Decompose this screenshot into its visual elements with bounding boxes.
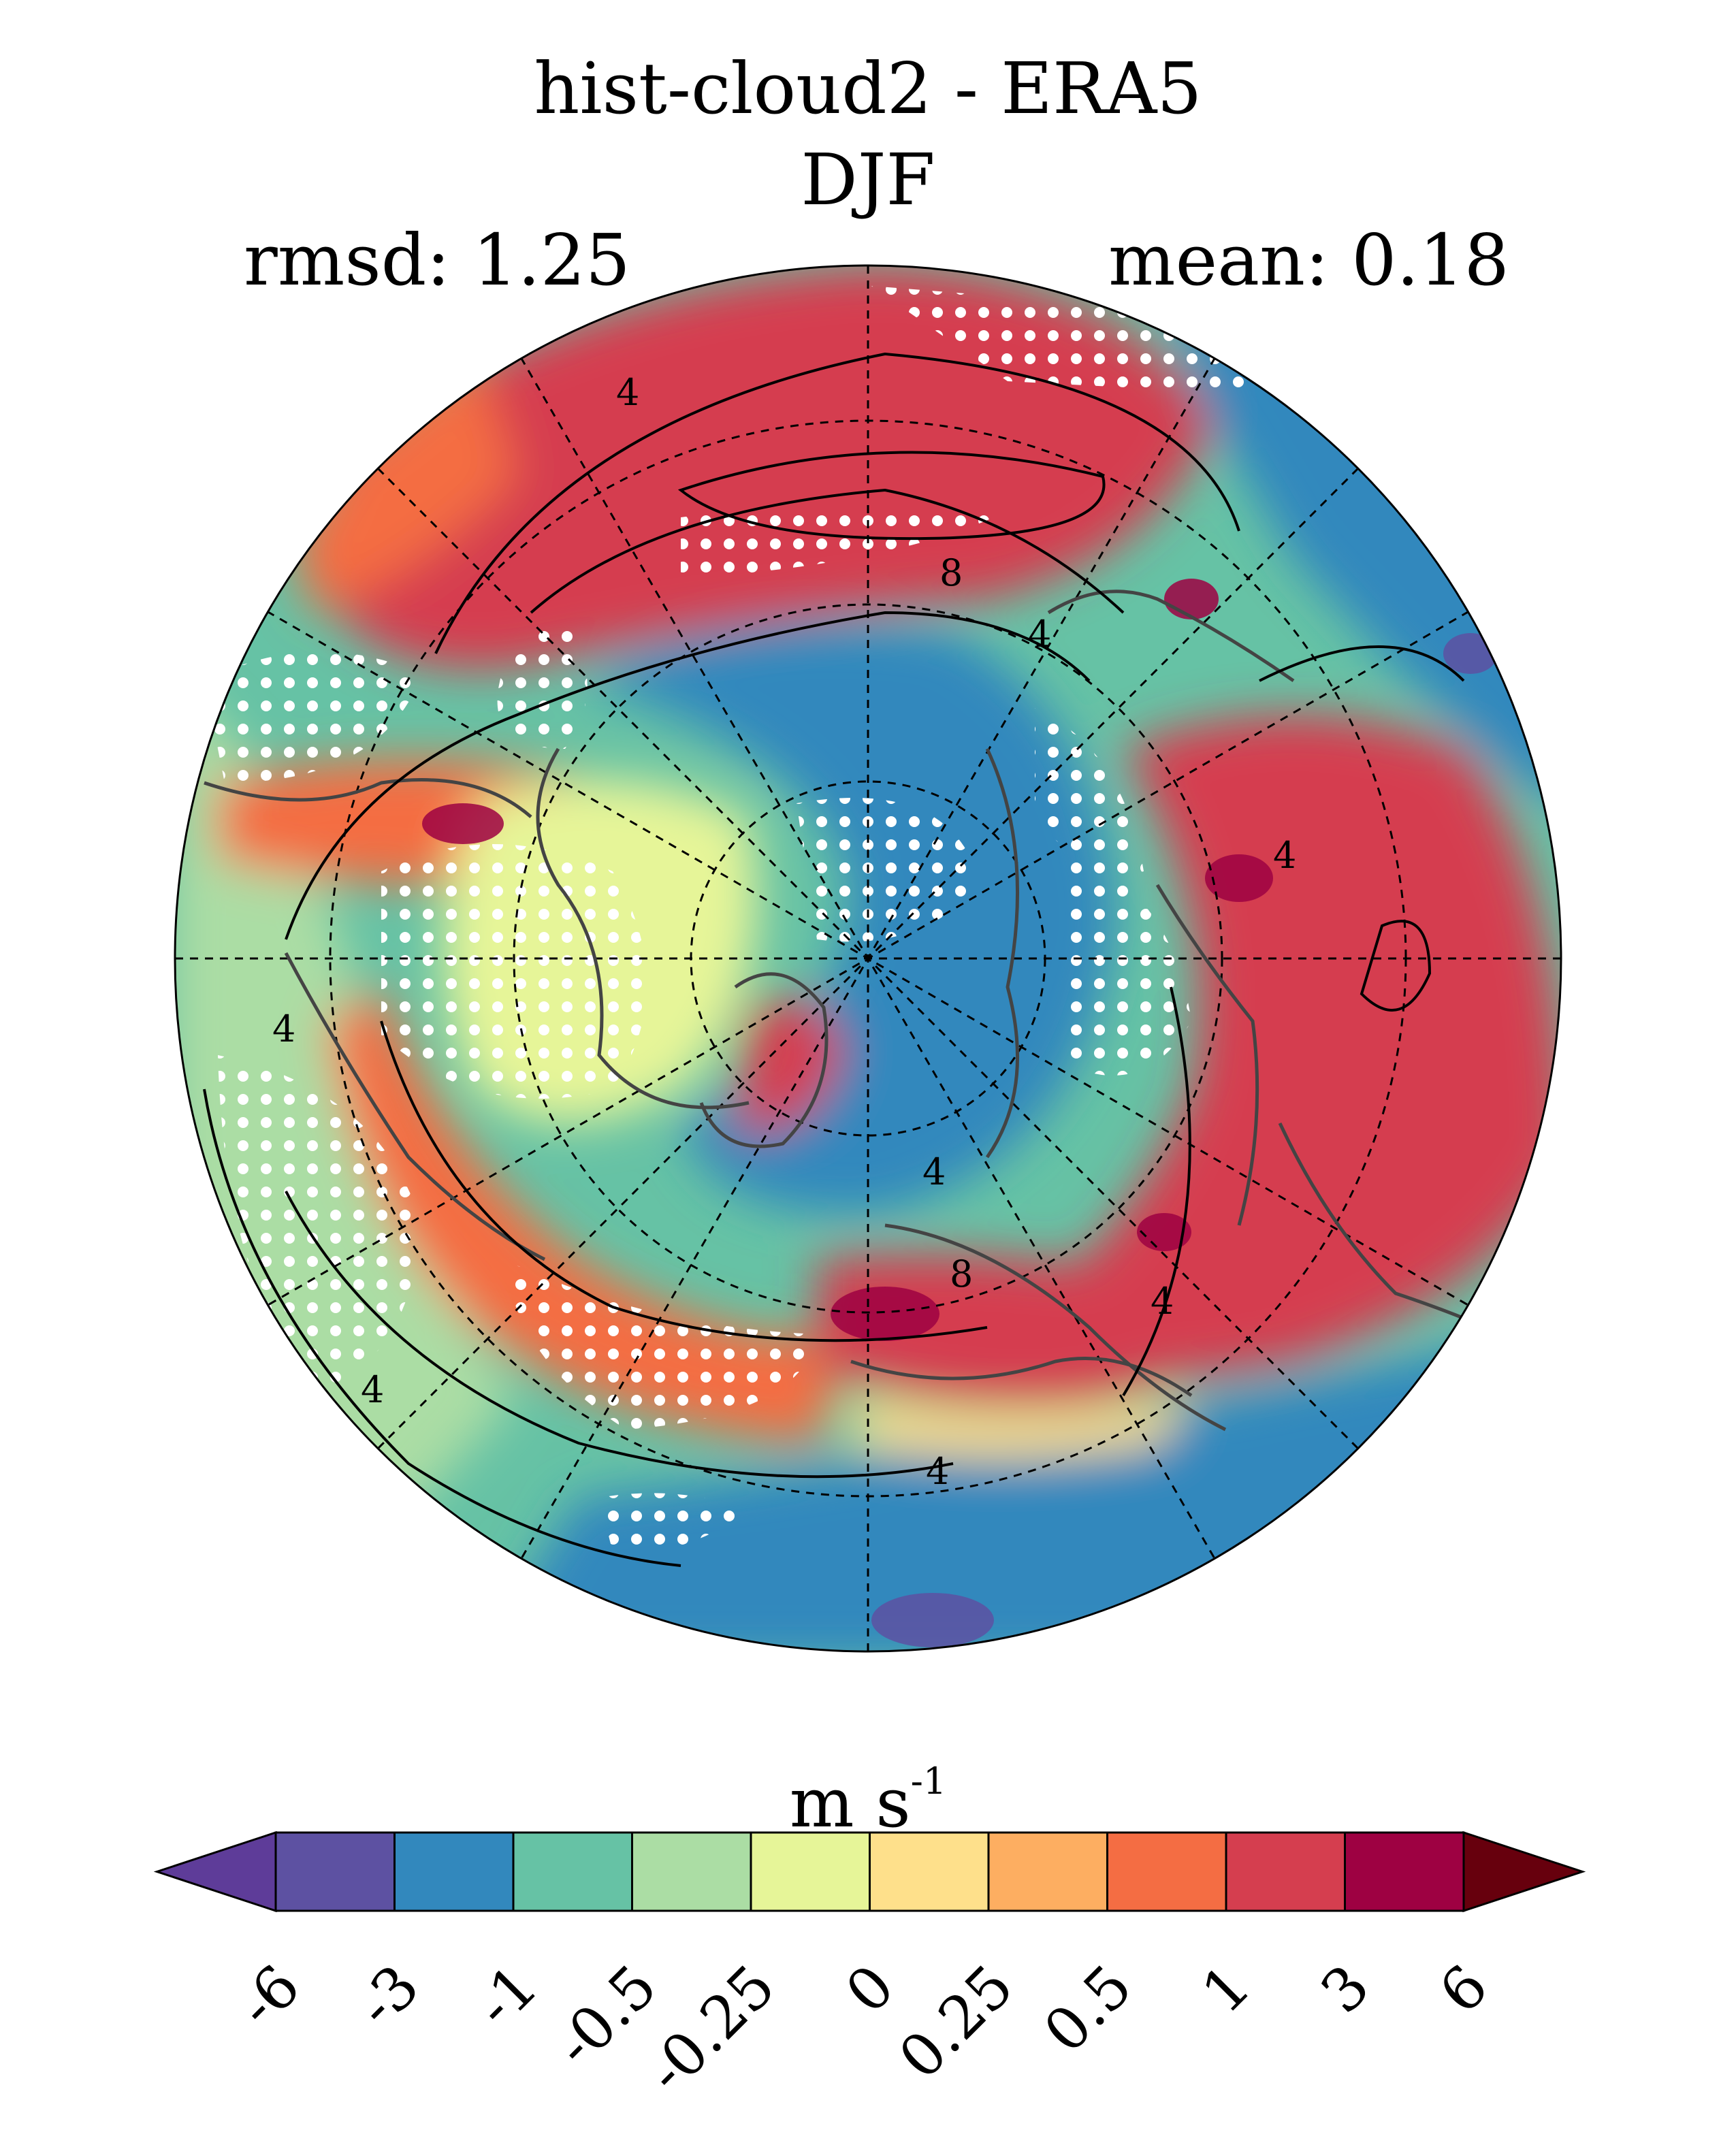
colorbar-tick-label: -1: [462, 1952, 551, 2041]
strong-anomaly-patches: [422, 579, 1498, 1647]
colorbar-tick-label: -6: [225, 1952, 314, 2041]
colorbar-extend-low: [153, 1830, 277, 1913]
season-label: DJF: [801, 138, 935, 221]
units-base: m s: [789, 1763, 911, 1843]
colorbar-tick-label: 0.25: [886, 1952, 1027, 2093]
contour-label: 8: [950, 1253, 973, 1295]
contour-label: 4: [272, 1007, 295, 1050]
colorbar-segment: [1225, 1831, 1346, 1912]
contour-label: 4: [616, 371, 639, 414]
contour-label: 4: [922, 1150, 946, 1193]
colorbar-segment: [750, 1831, 871, 1912]
colorbar-segment: [512, 1831, 633, 1912]
polar-map: 4 8 4 4 4 4 8 4 4 4: [174, 264, 1562, 1653]
colorbar-segment: [869, 1831, 990, 1912]
colorbar-units: m s-1: [0, 1763, 1736, 1837]
contour-label: 4: [926, 1450, 949, 1493]
contour-label: 4: [1151, 1280, 1174, 1323]
contour-labels: 4 8 4 4 4 4 8 4 4 4: [272, 371, 1296, 1493]
colorbar-tick-label: 3: [1308, 1952, 1383, 2027]
colorbar-tick-label: 0.5: [1031, 1952, 1145, 2067]
colorbar-segment: [987, 1831, 1108, 1912]
colorbar-segment: [274, 1831, 396, 1912]
units-exponent: -1: [910, 1760, 947, 1803]
contour-label: 4: [1028, 613, 1051, 656]
colorbar-segment: [1344, 1831, 1465, 1912]
colorbar-tick-label: -0.25: [634, 1952, 789, 2107]
colorbar-tick-label: 6: [1426, 1952, 1502, 2027]
contour-label: 8: [939, 551, 963, 594]
colorbar-segment: [631, 1831, 752, 1912]
plot-title: hist-cloud2 - ERA5: [534, 47, 1202, 130]
colorbar-tick-label: 1: [1189, 1952, 1264, 2027]
graticule: [175, 265, 1561, 1651]
colorbar-tick-label: 0: [833, 1952, 907, 2027]
contour-label: 4: [361, 1368, 384, 1411]
colorbar-extend-high: [1462, 1830, 1586, 1913]
contour-label: 4: [1273, 834, 1296, 877]
colorbar: [153, 1830, 1586, 1913]
colorbar-segment: [393, 1831, 515, 1912]
colorbar-tick-label: -3: [343, 1952, 432, 2041]
coastlines: [204, 590, 1554, 1432]
colorbar-segment: [1106, 1831, 1227, 1912]
rmsd-label: rmsd: 1.25: [244, 219, 630, 302]
map-boundary: [174, 264, 1562, 1653]
climatology-contours: [203, 352, 1465, 1567]
mean-label: mean: 0.18: [1108, 219, 1509, 302]
